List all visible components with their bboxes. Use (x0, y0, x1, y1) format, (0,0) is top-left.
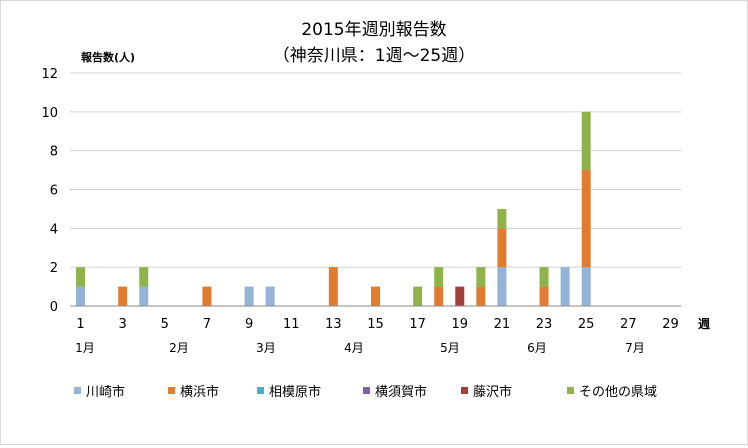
y-tick-label: 2 (50, 261, 58, 276)
bar-segment (476, 286, 486, 306)
legend-label: 川崎市 (86, 384, 125, 400)
legend-swatch (257, 387, 264, 394)
x-tick-label: 19 (452, 317, 469, 332)
legend-label: 横須賀市 (375, 384, 427, 400)
x-tick-label: 15 (367, 317, 384, 332)
x-tick-label: 5 (161, 317, 169, 332)
month-label: 5月 (440, 341, 460, 355)
bar-segment (560, 267, 570, 306)
bar-segment (539, 286, 549, 306)
bar-segment (244, 286, 254, 306)
x-tick-label: 25 (578, 317, 595, 332)
legend-label: 横浜市 (180, 384, 219, 400)
bar-segment (497, 208, 507, 229)
grid (70, 72, 681, 307)
bar-segment (581, 267, 591, 306)
bar-segment (497, 228, 507, 268)
y-tick-label: 6 (50, 184, 58, 199)
month-label: 4月 (344, 341, 364, 355)
x-tick-label: 13 (325, 317, 342, 332)
legend-swatch (567, 387, 574, 394)
bar-segment (328, 267, 338, 306)
bar-segment (476, 267, 486, 287)
y-tick-label: 10 (41, 106, 58, 121)
y-tick-label: 8 (50, 145, 58, 160)
legend-label: その他の県域 (579, 385, 657, 400)
legend-label: 相模原市 (269, 384, 321, 400)
legend-swatch (168, 387, 175, 394)
x-tick-label: 1 (76, 317, 84, 332)
bar-segment (118, 286, 128, 306)
bar-segment (413, 286, 423, 306)
bar-segment (371, 286, 380, 306)
month-label: 2月 (169, 341, 189, 355)
legend-swatch (461, 387, 468, 394)
x-tick-label: 27 (620, 317, 637, 332)
y-tick-label: 12 (41, 67, 58, 82)
chart-title: 2015年週別報告数 (301, 20, 446, 40)
x-tick-label: 3 (119, 317, 127, 332)
month-label: 6月 (527, 341, 547, 355)
x-tick-label: 23 (536, 317, 553, 332)
bar-segment (139, 286, 149, 306)
legend-swatch (363, 387, 370, 394)
month-label: 7月 (625, 341, 645, 355)
y-tick-label: 4 (50, 222, 58, 237)
x-tick-label: 17 (409, 317, 426, 332)
x-tick-label: 9 (245, 317, 253, 332)
bar-segment (139, 267, 149, 287)
x-tick-label: 29 (662, 317, 679, 332)
legend: 川崎市 横浜市 相模原市 横須賀市 藤沢市 その他の県域 (74, 384, 657, 400)
x-tick-label: 21 (494, 317, 511, 332)
bar-segment (76, 286, 86, 306)
bar-segment (581, 170, 591, 268)
month-label: 1月 (75, 341, 95, 355)
bar-segment (581, 111, 591, 171)
x-tick-label: 11 (283, 317, 300, 332)
month-label: 3月 (256, 341, 276, 355)
bar-segment (434, 286, 444, 306)
legend-label: 藤沢市 (473, 384, 512, 400)
bar-segment (497, 267, 507, 306)
y-tick-label: 0 (50, 300, 58, 315)
legend-swatch (74, 387, 81, 394)
x-tick-label: 7 (203, 317, 211, 332)
bar-segment (539, 267, 549, 287)
bar-segment (76, 267, 86, 287)
bar-segment (265, 286, 275, 306)
chart-subtitle: （神奈川県：1週～25週） (273, 46, 475, 66)
bar-segment (202, 286, 212, 306)
bars (76, 111, 591, 306)
y-axis-label: 報告数(人) (81, 50, 135, 64)
bar-segment (455, 286, 465, 306)
x-axis-label: 週 (698, 316, 710, 331)
bar-segment (434, 267, 444, 287)
